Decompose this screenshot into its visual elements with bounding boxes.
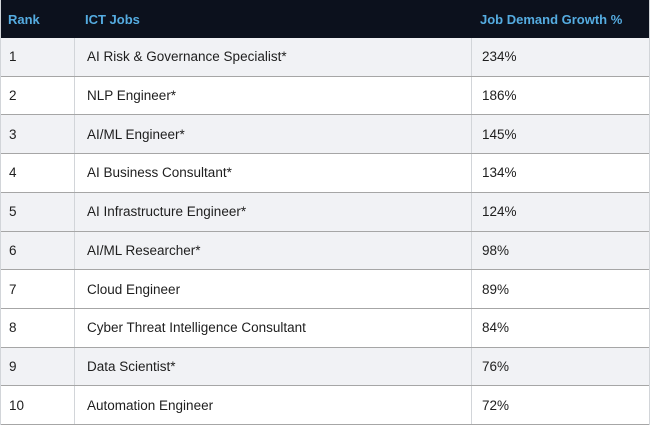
table-row: 7 Cloud Engineer 89% — [1, 270, 649, 309]
rank-cell: 1 — [9, 49, 17, 65]
job-cell: Cloud Engineer — [74, 270, 471, 308]
job-cell: AI/ML Researcher* — [74, 231, 471, 270]
rank-cell: 5 — [9, 204, 17, 220]
job-cell: Automation Engineer — [74, 386, 471, 425]
column-header-rank: Rank — [8, 11, 40, 27]
table-row: 10 Automation Engineer 72% — [1, 386, 649, 425]
growth-cell: 124% — [471, 192, 649, 231]
growth-cell: 72% — [471, 386, 649, 425]
rank-cell: 3 — [9, 126, 17, 142]
job-cell: AI Business Consultant* — [74, 154, 471, 192]
rank-cell: 2 — [9, 88, 17, 104]
table-body: 1 AI Risk & Governance Specialist* 234% 2 NL… — [1, 38, 649, 425]
growth-cell: 89% — [471, 270, 649, 308]
table-row: 9 Data Scientist* 76% — [1, 347, 649, 387]
rank-cell: 6 — [9, 242, 17, 258]
rank-cell: 10 — [9, 397, 25, 413]
job-cell: AI Infrastructure Engineer* — [74, 192, 471, 231]
table-row: 3 AI/ML Engineer* 145% — [1, 115, 649, 155]
growth-cell: 76% — [471, 347, 649, 386]
table-row: 1 AI Risk & Governance Specialist* 234% — [1, 38, 649, 77]
job-cell: NLP Engineer* — [74, 76, 471, 115]
table-row: 4 AI Business Consultant* 134% — [1, 154, 649, 193]
growth-cell: 98% — [471, 231, 649, 270]
rank-cell: 8 — [9, 320, 17, 336]
job-cell: AI/ML Engineer* — [74, 115, 471, 154]
table-row: 8 Cyber Threat Intelligence Consultant 84% — [1, 308, 649, 348]
column-header-job-demand-growth: Job Demand Growth % — [480, 11, 623, 27]
growth-cell: 84% — [471, 308, 649, 347]
table-row: 5 AI Infrastructure Engineer* 124% — [1, 192, 649, 232]
rank-cell: 7 — [9, 281, 17, 297]
column-header-ict-jobs: ICT Jobs — [85, 11, 140, 27]
rank-cell: 9 — [9, 358, 17, 374]
job-cell: Cyber Threat Intelligence Consultant — [74, 308, 471, 347]
table-row: 2 NLP Engineer* 186% — [1, 76, 649, 116]
growth-cell: 145% — [471, 115, 649, 154]
growth-cell: 134% — [471, 154, 649, 192]
rank-cell: 4 — [9, 165, 17, 181]
job-cell: AI Risk & Governance Specialist* — [74, 38, 471, 76]
growth-cell: 234% — [471, 38, 649, 76]
table-row: 6 AI/ML Researcher* 98% — [1, 231, 649, 271]
job-cell: Data Scientist* — [74, 347, 471, 386]
growth-cell: 186% — [471, 76, 649, 115]
table-header: Rank ICT Jobs Job Demand Growth % — [1, 0, 649, 38]
